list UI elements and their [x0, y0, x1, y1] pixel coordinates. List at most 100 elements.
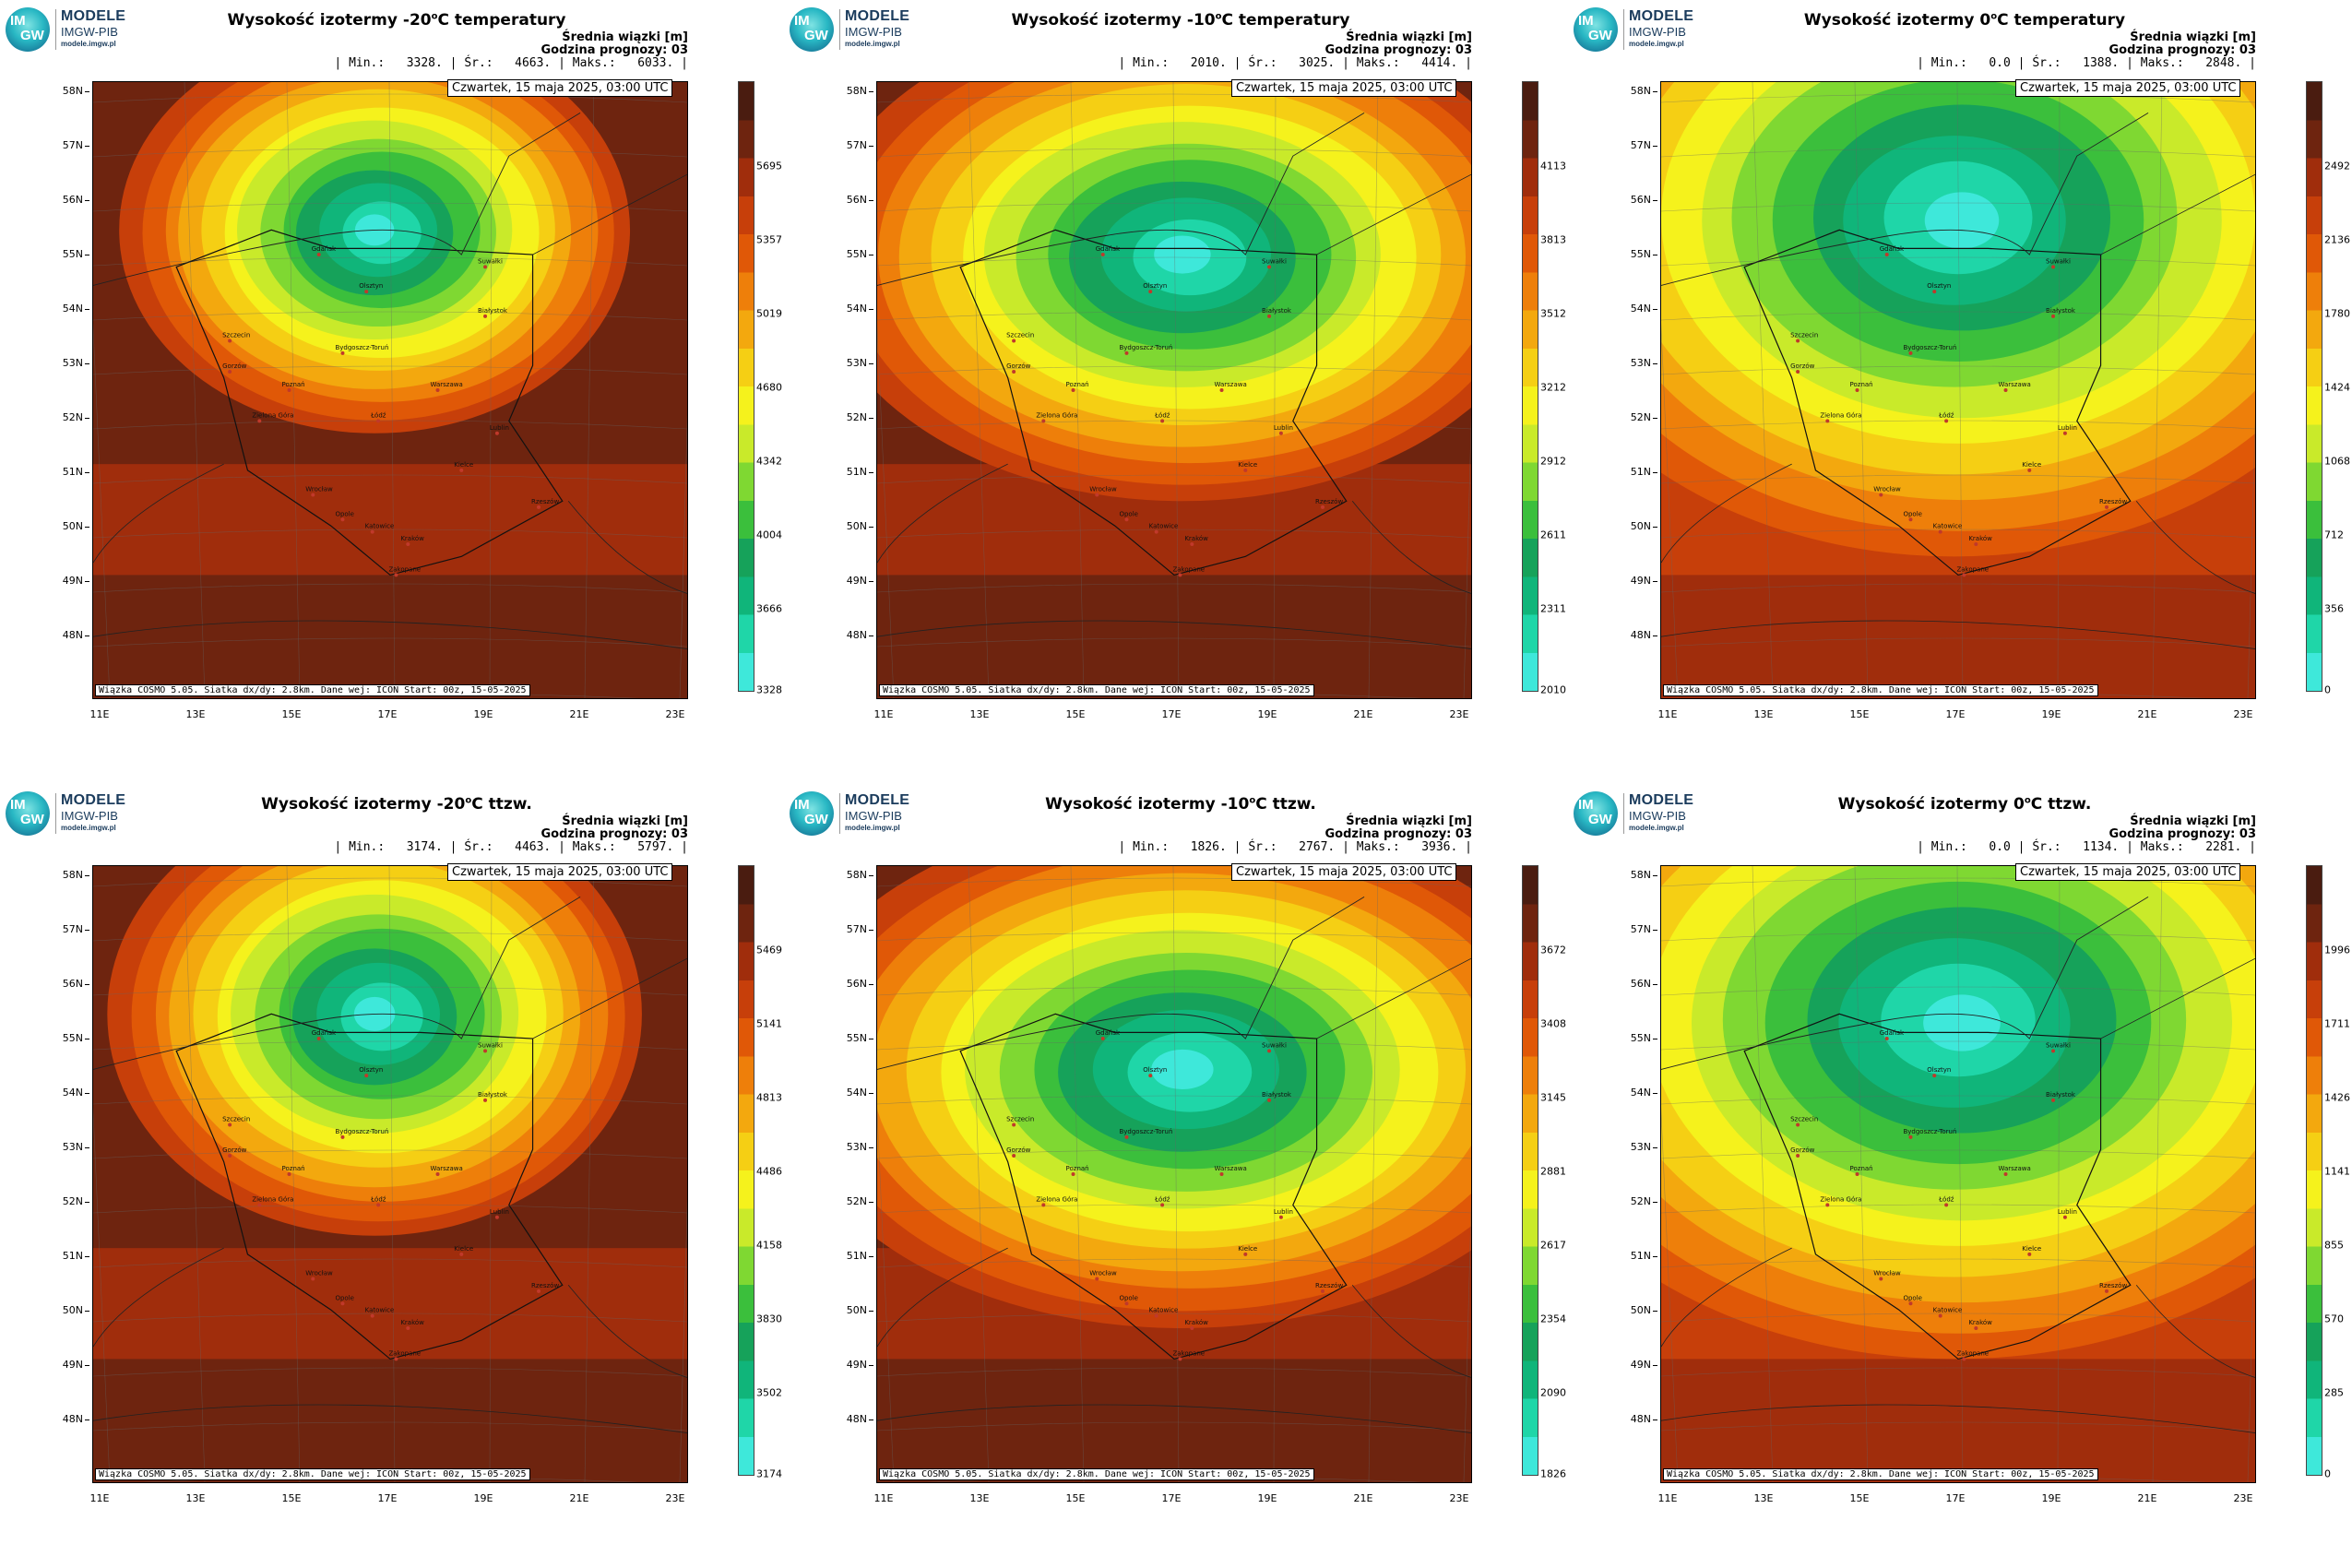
colorbar-tick-label: 1711 — [2324, 1017, 2350, 1030]
latitude-gridline — [877, 1421, 1471, 1431]
longitude-label: 21E — [1353, 708, 1373, 720]
latitude-label: 55N — [832, 248, 873, 260]
city-marker — [459, 468, 464, 472]
model-credit-box: Wiązka COSMO 5.05. Siatka dx/dy: 2.8km. … — [95, 1468, 530, 1480]
longitude-label: 17E — [377, 708, 398, 720]
latitude-gridline — [1661, 529, 2255, 539]
city-marker — [1278, 1215, 1283, 1219]
colorbar-tick-label: 4004 — [756, 529, 782, 541]
city-marker — [340, 1134, 345, 1139]
mean-label: Średnia wiązki [m] — [562, 30, 688, 44]
latitude-gridline — [93, 637, 687, 647]
latitude-label: 57N — [1616, 139, 1657, 151]
logo-line-2: IMGW-PIB — [1629, 25, 1686, 39]
forecast-hour: Godzina prognozy: 03 — [2108, 827, 2256, 841]
city-marker — [494, 431, 499, 435]
latitude-label: 53N — [832, 1141, 873, 1153]
city-marker — [1908, 1301, 1913, 1306]
forecast-map: Gdańsk Olsztyn Suwałki Szczecin Białystok Byd… — [876, 81, 1472, 699]
city-label: Poznań — [1066, 1165, 1089, 1172]
latitude-label: 55N — [48, 248, 89, 260]
longitude-gridline — [877, 322, 895, 698]
city-label: Bydgoszcz-Toruń — [1119, 344, 1172, 351]
longitude-gridline — [2152, 866, 2163, 1482]
longitude-label: 19E — [2041, 1492, 2061, 1504]
longitude-gridline — [1463, 1197, 1471, 1482]
logo-badge-top-text: IM — [1578, 797, 1594, 813]
mean-value: 4463. — [515, 840, 552, 854]
latitude-label: 50N — [832, 1304, 873, 1316]
city-label: Zakopane — [1172, 565, 1205, 573]
city-label: Bydgoszcz-Toruń — [1903, 344, 1956, 351]
city-label: Lublin — [2058, 1208, 2077, 1216]
longitude-label: 19E — [473, 1492, 493, 1504]
city-marker — [1160, 419, 1165, 423]
neighbour-border — [567, 500, 687, 594]
city-label: Kielce — [2022, 461, 2041, 469]
min-label: Min.: — [1133, 56, 1170, 70]
logo-line-1: MODELE — [1629, 792, 1694, 808]
colorbar-tick-label: 3666 — [756, 602, 782, 615]
city-label: Zielona Góra — [1820, 411, 1861, 419]
title-degree: o — [1249, 795, 1256, 806]
longitude-gridline — [2057, 82, 2061, 698]
colorbar-tick-label: 4680 — [756, 381, 782, 394]
latitude-label: 54N — [832, 1087, 873, 1099]
city-marker — [2003, 1172, 2008, 1176]
city-label: Suwałki — [1262, 1041, 1287, 1049]
min-mean-max-line: | Min.: 3174. | Śr.: 4463. | Maks.: 5797… — [334, 840, 688, 854]
min-value: 3174. — [406, 840, 443, 854]
city-marker — [1267, 314, 1272, 318]
city-marker — [376, 1203, 381, 1207]
forecast-date-box: Czwartek, 15 maja 2025, 03:00 UTC — [447, 863, 673, 881]
map-panel-iso-0-ttzw: IM GW MODELE IMGW-PIB modele.imgw.pl Wysokość… — [1568, 784, 2352, 1568]
latitude-label: 52N — [48, 411, 89, 423]
city-marker — [1124, 1301, 1129, 1306]
city-marker — [1041, 1203, 1046, 1207]
latitude-gridline — [1661, 1095, 2255, 1105]
mean-label: Średnia wiązki [m] — [1346, 30, 1472, 44]
latitude-gridline — [877, 1367, 1471, 1377]
city-marker — [2051, 1049, 2056, 1053]
min-mean-max-line: | Min.: 1826. | Śr.: 2767. | Maks.: 3936… — [1118, 840, 1472, 854]
latitude-label: 54N — [1616, 1087, 1657, 1099]
city-label: Katowice — [1933, 1307, 1963, 1314]
city-marker — [1190, 1326, 1194, 1330]
forecast-map: Gdańsk Olsztyn Suwałki Szczecin Białystok Byd… — [876, 865, 1472, 1483]
city-marker — [257, 419, 262, 423]
longitude-label: 15E — [281, 1492, 302, 1504]
warm-band-far-south — [93, 575, 687, 698]
latitude-label: 56N — [832, 194, 873, 206]
longitude-label: 21E — [569, 708, 589, 720]
city-marker — [1243, 468, 1248, 472]
city-label: Białystok — [2046, 1091, 2076, 1099]
city-label: Warszawa — [1999, 1165, 2031, 1172]
latitude-label: 53N — [48, 1141, 89, 1153]
colorbar-tick-label: 1141 — [2324, 1165, 2350, 1178]
longitude-label: 11E — [873, 1492, 894, 1504]
latitude-label: 51N — [832, 466, 873, 478]
forecast-hour: Godzina prognozy: 03 — [1324, 43, 1472, 57]
city-label: Szczecin — [1790, 332, 1818, 339]
imgw-logo: IM GW MODELE IMGW-PIB modele.imgw.pl — [6, 7, 153, 52]
latitude-label: 58N — [1616, 85, 1657, 97]
colorbar-tick-label: 2354 — [1540, 1313, 1566, 1325]
forecast-date-box: Czwartek, 15 maja 2025, 03:00 UTC — [1231, 79, 1457, 97]
longitude-gridline — [93, 322, 111, 698]
city-label: Opole — [1119, 510, 1138, 517]
city-marker — [1041, 419, 1046, 423]
logo-badge-bottom-text: GW — [20, 28, 44, 43]
longitude-label: 19E — [1257, 1492, 1277, 1504]
longitude-gridline — [1070, 82, 1085, 698]
neighbour-border — [567, 1284, 687, 1378]
logo-divider — [55, 793, 56, 834]
latitude-label: 50N — [48, 1304, 89, 1316]
city-label: Szczecin — [222, 1116, 250, 1123]
city-label: Gdańsk — [1880, 245, 1905, 253]
latitude-label: 54N — [1616, 303, 1657, 315]
map-panel-iso-m20-ttzw: IM GW MODELE IMGW-PIB modele.imgw.pl Wysokość… — [0, 784, 784, 1568]
latitude-label: 50N — [1616, 520, 1657, 532]
forecast-hour: Godzina prognozy: 03 — [1324, 827, 1472, 841]
latitude-gridline — [1661, 1258, 2255, 1268]
city-label: Poznań — [1850, 381, 1873, 388]
